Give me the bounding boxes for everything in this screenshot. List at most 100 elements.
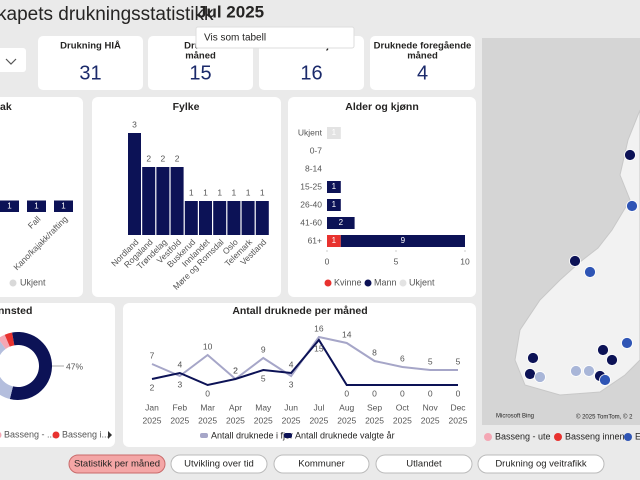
data-label: 9 [261,344,266,354]
tab-label[interactable]: Utvikling over tid [184,459,254,470]
kpi-value: 16 [300,62,322,84]
x-tick-label: 2025 [393,415,412,425]
legend-label: El [635,431,640,441]
report-date: Jul 2025 [197,2,264,21]
x-tick-label: 2025 [337,415,356,425]
x-tick-label: Aug [339,402,354,412]
bar [241,201,255,235]
x-tick-label: Oct [396,402,410,412]
data-label: 1 [332,128,337,137]
legend-label: Ukjent [409,277,435,287]
tab-button[interactable] [68,454,166,474]
legend-dot [364,279,372,287]
dropdown[interactable] [0,48,26,72]
x-tick-label: 5 [394,256,399,266]
map-dot [584,266,596,278]
legend-label: Basseng - ... [4,429,55,439]
data-label: 4 [177,359,182,369]
data-label: 1 [232,187,237,197]
data-label: 47% [66,361,83,371]
x-tick-label: 2025 [449,415,468,425]
x-tick-label: 2025 [143,415,162,425]
dropdown-chevron [5,58,17,65]
data-label: 5 [428,356,433,366]
data-label: 2 [146,153,151,163]
data-label: 2 [233,365,238,375]
y-tick-label: 61+ [308,235,322,245]
legend-dot [324,279,332,287]
map-dot [583,365,595,377]
kpi-value: 4 [417,62,428,84]
kpi-value: 15 [189,62,211,84]
y-tick-label: Ukjent [298,127,323,137]
legend-label: Antall druknede i fjor [211,430,293,440]
donut-slice [4,332,15,347]
data-label: 1 [260,187,265,197]
tab-label[interactable]: Kommuner [298,459,344,470]
bar [27,200,46,212]
map-dot [534,371,546,383]
x-tick-label: May [255,402,272,412]
x-tick-label: 2025 [226,415,245,425]
chart-title: Alder og kjønn [345,101,419,113]
data-label: 0 [456,388,461,398]
map-dot [597,344,609,356]
kpi-card [148,36,253,90]
data-label: 0 [400,388,405,398]
chart-title: Fylke [173,101,200,113]
panel [123,303,476,447]
tab-button[interactable] [477,454,605,474]
bar [54,200,73,212]
bar [255,201,269,235]
data-label: 0 [372,388,377,398]
tab-button[interactable] [375,454,473,474]
tab-button[interactable] [273,454,370,474]
bar [227,201,241,235]
y-tick-label: 15-25 [300,181,322,191]
legend-dot [554,433,562,441]
bar [142,167,156,235]
data-label: 1 [61,201,66,210]
data-label: 2 [339,218,344,227]
map-dot [569,255,581,267]
x-tick-label: 2025 [309,415,328,425]
data-label: 1 [189,187,194,197]
data-label: 1 [332,182,337,191]
data-label: 3 [289,379,294,389]
kpi-card [259,36,364,90]
data-label: 1 [246,187,251,197]
data-label: 1 [332,200,337,209]
x-tick-label: 2025 [170,415,189,425]
bar [128,133,141,235]
bar-segment [327,217,355,229]
tab-button[interactable] [170,454,268,474]
tab-label[interactable]: Utlandet [406,459,442,470]
legend-dot [52,431,60,439]
bar-segment [327,199,341,211]
map-credit: © 2025 TomTom, © 2 [576,414,633,421]
map-dot [621,337,633,349]
chart-title: ak [0,101,12,113]
x-tick-label: 2025 [282,415,301,425]
bar [170,167,184,235]
legend-dot [399,279,407,287]
tab-label[interactable]: Statistikk per måned [74,459,160,470]
kpi-label: måned [185,51,216,62]
data-label: 5 [456,356,461,366]
x-tick-label: Mar [200,402,215,412]
x-tick-label: 2025 [198,415,217,425]
legend-dot [484,433,492,441]
tab-label[interactable]: Drukning og veitrafikk [495,459,587,470]
x-tick-label: 2025 [365,415,384,425]
data-label: 2 [233,365,238,375]
legend-swatch [284,433,292,438]
x-tick-label: Dec [450,402,466,412]
y-tick-label: 0-7 [310,145,323,155]
legend-next-arrow[interactable] [108,431,112,439]
bar-segment [327,235,341,247]
x-tick-label: Jul [313,402,324,412]
data-label: 1 [332,236,337,245]
legend-label: Basseng innen... [565,431,632,441]
line-series [151,338,458,387]
chart-title: nnsted [0,305,32,317]
